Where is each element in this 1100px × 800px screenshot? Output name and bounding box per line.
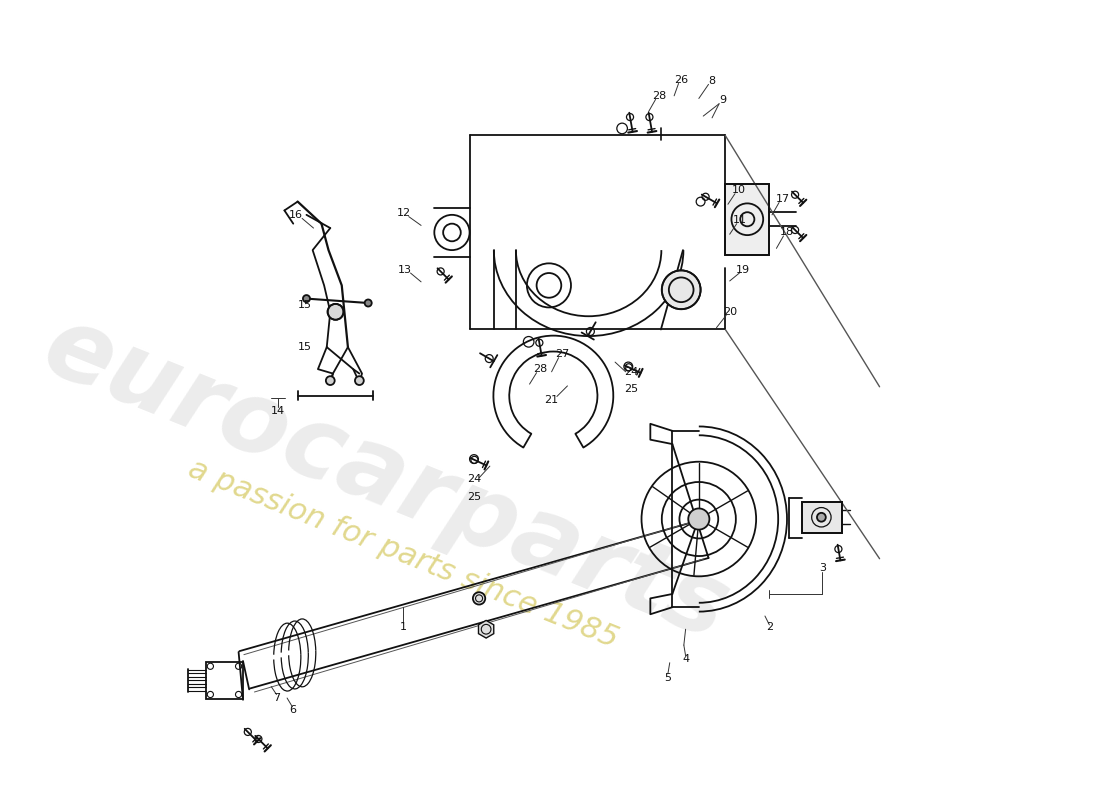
Circle shape xyxy=(689,509,710,530)
Text: 20: 20 xyxy=(723,307,737,317)
Text: 15: 15 xyxy=(298,342,311,352)
Text: 18: 18 xyxy=(780,227,794,238)
Circle shape xyxy=(355,376,364,385)
Text: a passion for parts since 1985: a passion for parts since 1985 xyxy=(185,454,623,654)
Text: 12: 12 xyxy=(396,208,410,218)
Text: 19: 19 xyxy=(736,265,750,274)
Text: 4: 4 xyxy=(682,654,690,664)
Text: 21: 21 xyxy=(544,395,559,405)
Text: 16: 16 xyxy=(289,210,302,220)
Text: 9: 9 xyxy=(719,95,726,106)
Bar xyxy=(725,184,769,254)
Bar xyxy=(725,184,769,254)
Bar xyxy=(802,502,842,533)
Text: 10: 10 xyxy=(732,185,746,195)
Circle shape xyxy=(302,295,310,302)
Text: 6: 6 xyxy=(289,706,296,715)
Text: 5: 5 xyxy=(664,673,671,682)
Text: 24: 24 xyxy=(624,366,638,377)
Circle shape xyxy=(662,270,701,309)
Text: 25: 25 xyxy=(624,385,638,394)
Text: 28: 28 xyxy=(652,91,667,101)
Text: 2: 2 xyxy=(766,622,773,633)
Text: 28: 28 xyxy=(534,364,547,374)
Text: 26: 26 xyxy=(674,75,689,85)
Polygon shape xyxy=(478,621,494,638)
Bar xyxy=(206,662,243,699)
Circle shape xyxy=(328,304,343,320)
Text: eurocarparts: eurocarparts xyxy=(30,298,743,661)
Text: 17: 17 xyxy=(776,194,790,204)
Text: 11: 11 xyxy=(734,215,747,225)
Text: 15: 15 xyxy=(298,300,311,310)
Text: 13: 13 xyxy=(398,265,412,274)
Circle shape xyxy=(365,299,372,306)
Text: 1: 1 xyxy=(400,622,407,633)
Text: 24: 24 xyxy=(466,474,481,484)
Circle shape xyxy=(473,592,485,605)
Text: 7: 7 xyxy=(273,693,280,703)
Circle shape xyxy=(326,376,334,385)
Text: 8: 8 xyxy=(708,76,716,86)
Circle shape xyxy=(817,513,826,522)
Bar xyxy=(802,502,842,533)
Text: 14: 14 xyxy=(272,406,285,415)
Text: 3: 3 xyxy=(818,562,826,573)
Text: 27: 27 xyxy=(556,349,570,359)
Text: 25: 25 xyxy=(466,492,481,502)
